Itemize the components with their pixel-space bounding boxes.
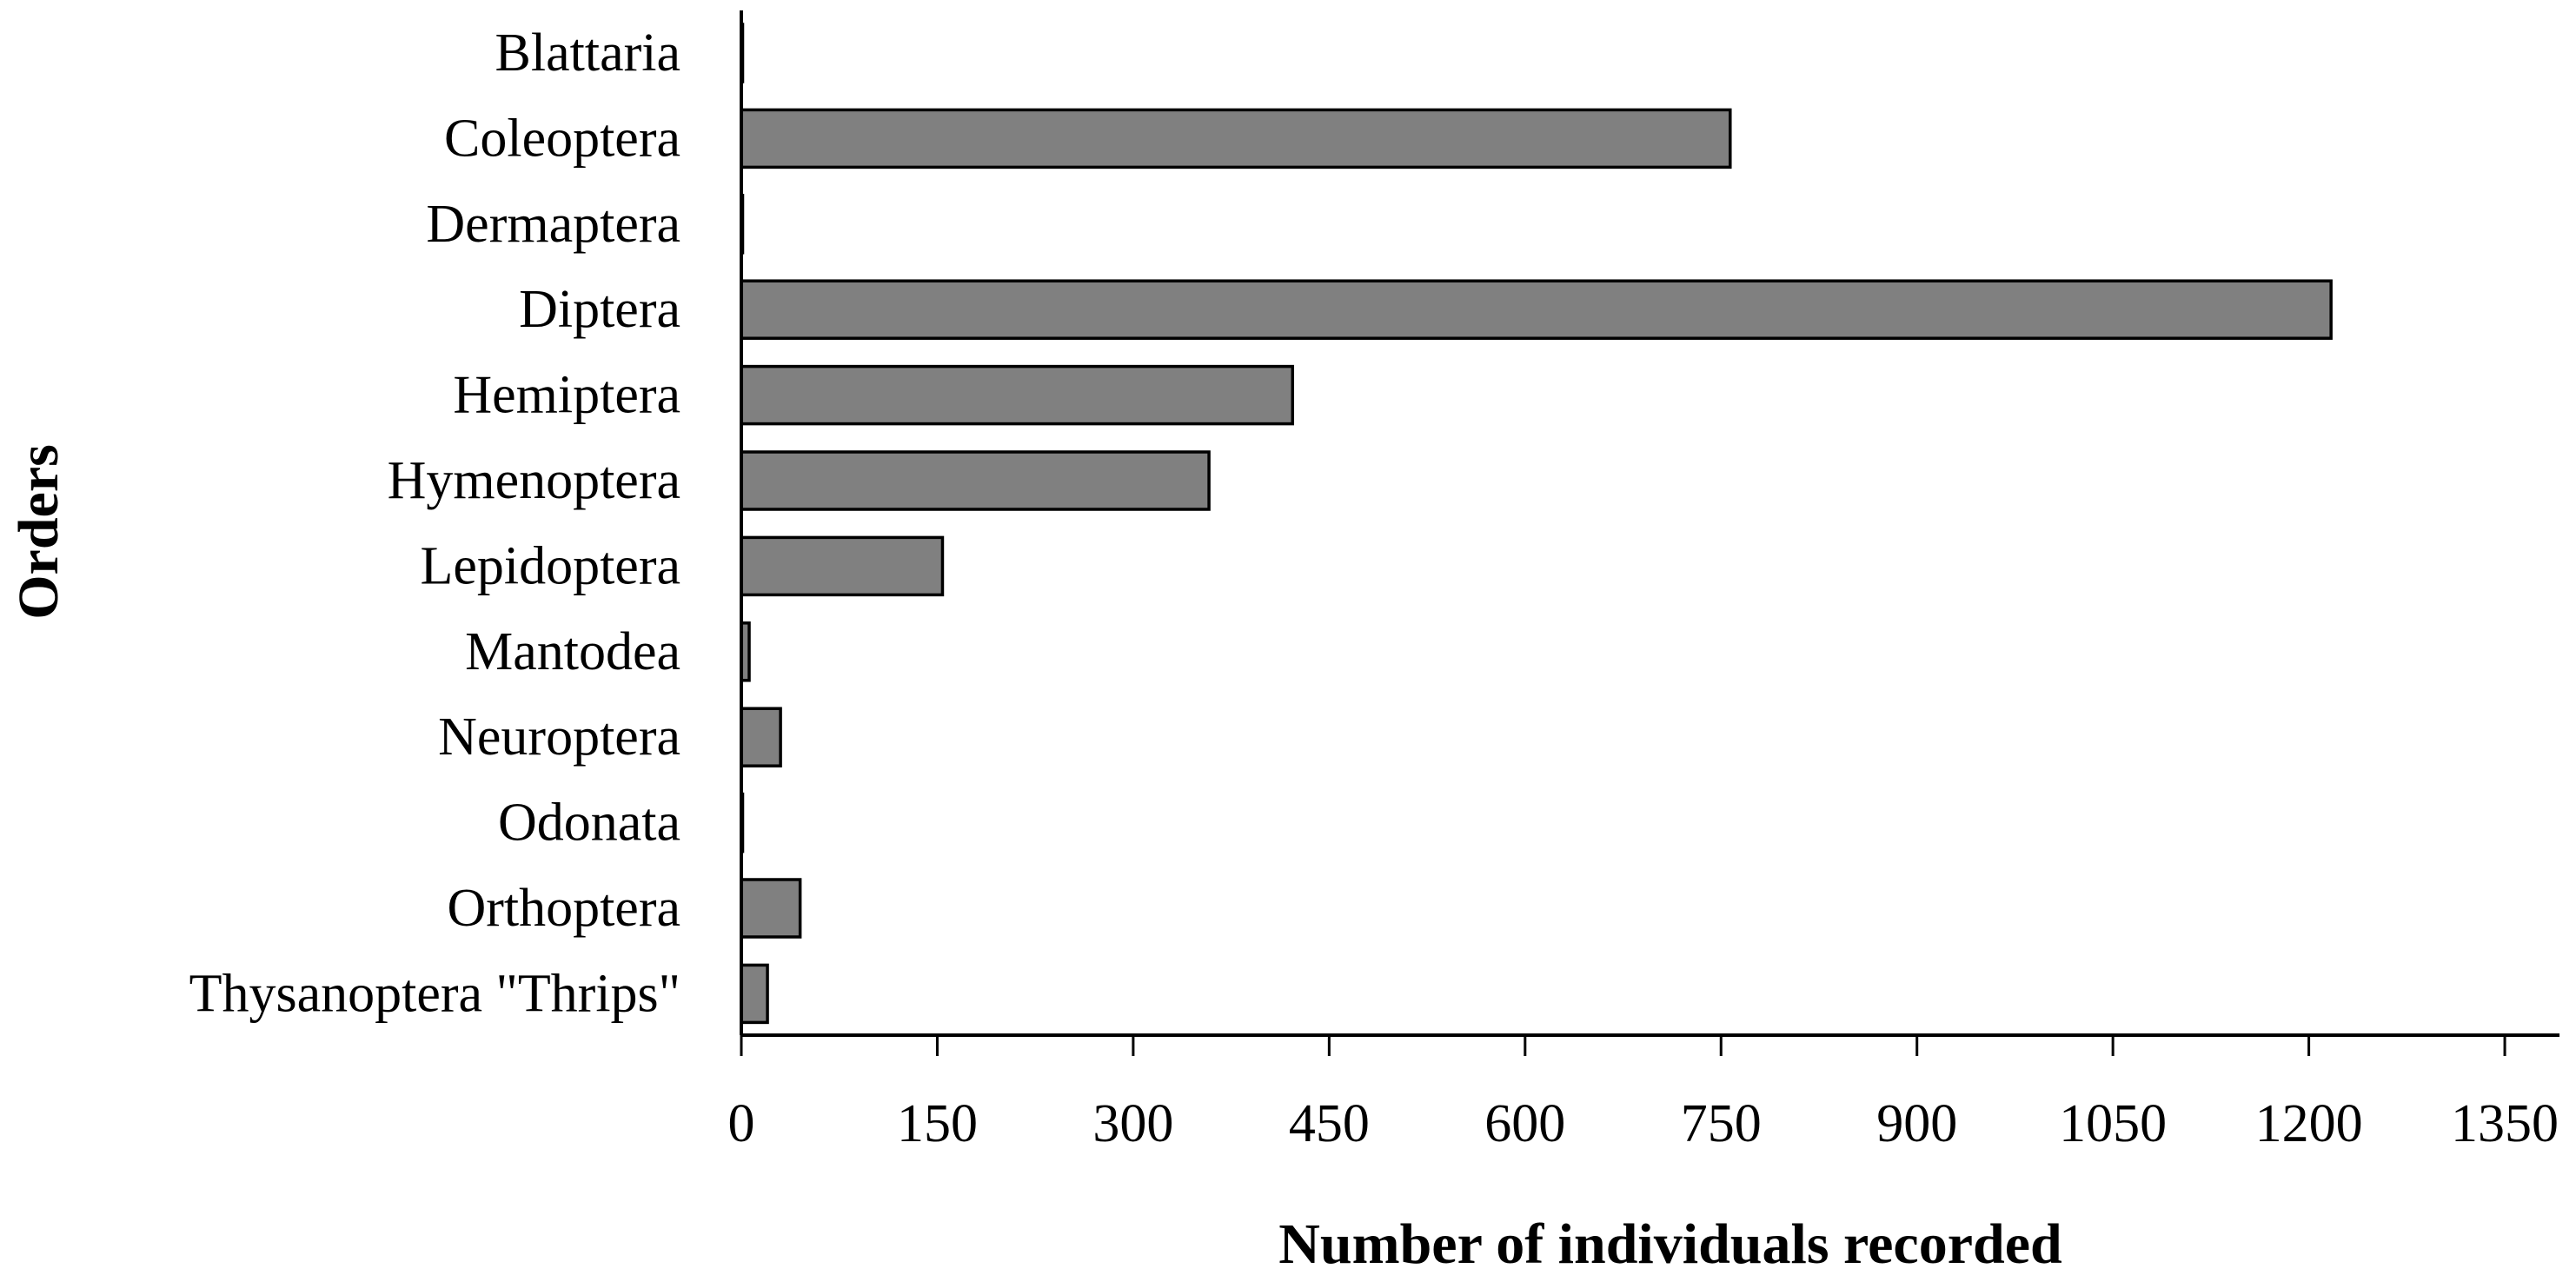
- x-axis-title: Number of individuals recorded: [1278, 1212, 2061, 1276]
- x-tick-label: 600: [1484, 1094, 1565, 1153]
- category-label: Orthoptera: [447, 879, 681, 938]
- category-label: Coleoptera: [444, 109, 681, 168]
- category-label: Dermaptera: [426, 195, 681, 254]
- bar-1: [740, 108, 1732, 169]
- category-label: Hemiptera: [453, 366, 681, 425]
- category-label: Hymenoptera: [388, 451, 681, 510]
- x-tick-label: 1050: [2059, 1094, 2167, 1153]
- x-tick-label: 0: [728, 1094, 755, 1153]
- x-ticks-layer: 0 150 300 450 600 750 900 1050 1200 1350: [728, 1035, 2559, 1153]
- bar-4: [740, 364, 1295, 426]
- bar-6: [740, 535, 945, 597]
- x-tick-label: 450: [1289, 1094, 1370, 1153]
- category-label: Blattaria: [495, 23, 681, 83]
- x-tick-label: 300: [1092, 1094, 1173, 1153]
- category-label: Lepidoptera: [420, 536, 681, 595]
- category-label: Mantodea: [465, 622, 681, 681]
- x-tick-label: 150: [897, 1094, 978, 1153]
- x-tick-label: 750: [1681, 1094, 1762, 1153]
- category-label: Neuroptera: [438, 707, 681, 767]
- bar-5: [740, 450, 1211, 511]
- category-label: Thysanoptera "Thrips": [189, 964, 681, 1023]
- category-label: Odonata: [498, 794, 681, 853]
- bar-10: [740, 878, 802, 939]
- x-tick-label: 900: [1876, 1094, 1957, 1153]
- bars-layer: [740, 23, 2333, 1025]
- bar-8: [740, 707, 782, 767]
- axes-layer: [740, 10, 2559, 1037]
- bar-11: [740, 963, 769, 1025]
- y-axis-title: Orders: [7, 444, 70, 620]
- x-tick-label: 1350: [2451, 1094, 2559, 1153]
- x-tick-label: 1200: [2255, 1094, 2363, 1153]
- category-labels-layer: Blattaria Coleoptera Dermaptera Diptera Hemi…: [189, 23, 681, 1023]
- bar-3: [740, 279, 2333, 340]
- category-label: Diptera: [519, 280, 681, 339]
